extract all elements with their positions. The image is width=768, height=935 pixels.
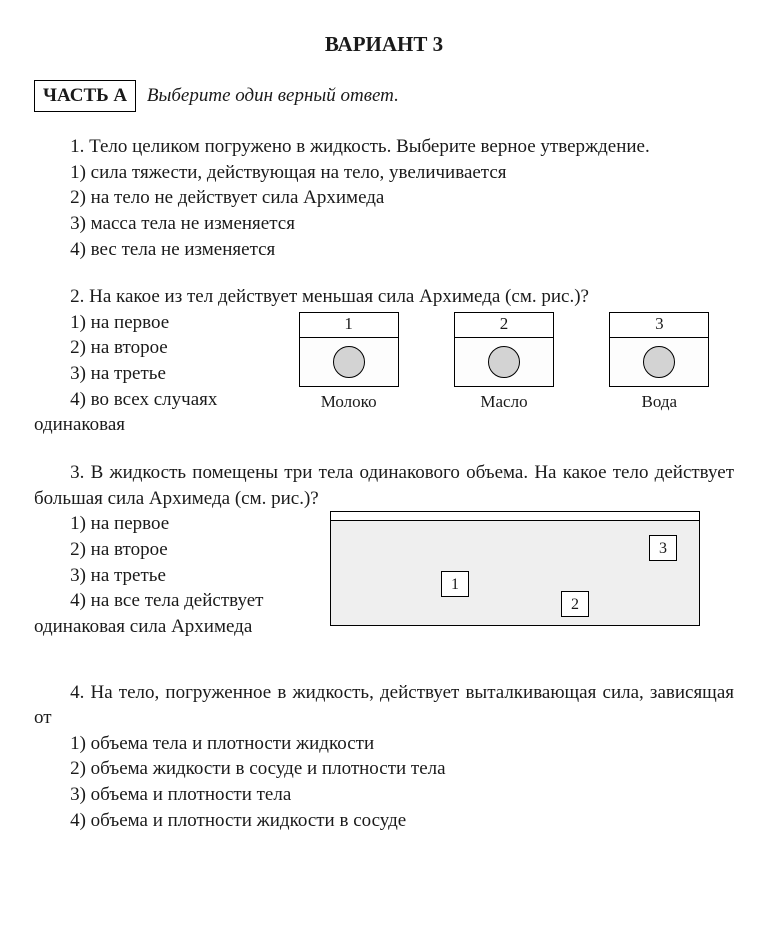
q2-vessel-2-label: Масло (454, 391, 554, 414)
part-header: ЧАСТЬ А Выберите один верный ответ. (34, 80, 734, 112)
q4-opt-4: 4) объема и плотности жидкости в сосуде (34, 808, 734, 834)
q3-opt-3: 3) на третье (34, 563, 324, 589)
part-label-box: ЧАСТЬ А (34, 80, 136, 112)
q2-opt-2: 2) на второе (34, 335, 274, 361)
q4-opt-3: 3) объема и плотности тела (34, 782, 734, 808)
q2-vessel-3-num: 3 (610, 313, 708, 338)
question-2: 2. На какое из тел действует меньшая сил… (34, 284, 734, 438)
part-instruction: Выберите один верный ответ. (147, 85, 399, 106)
q2-vessel-1-num: 1 (300, 313, 398, 338)
q3-cube-1: 1 (441, 571, 469, 597)
q1-text: 1. Тело целиком погружено в жидкость. Вы… (34, 134, 734, 160)
q3-opt-2: 2) на второе (34, 537, 324, 563)
ball-icon (643, 346, 675, 378)
q2-opt-4b: одинаковая (34, 412, 274, 438)
q1-opt-3: 3) масса тела не изменяется (34, 211, 734, 237)
q4-text: 4. На тело, погруженное в жидкость, дейс… (34, 680, 734, 731)
question-1: 1. Тело целиком погружено в жидкость. Вы… (34, 134, 734, 262)
question-3: 3. В жидкость помещены три тела одинаков… (34, 460, 734, 639)
q2-opt-4a: 4) во всех случаях (34, 387, 274, 413)
question-4: 4. На тело, погруженное в жидкость, дейс… (34, 680, 734, 834)
tank-surface (331, 512, 699, 521)
ball-icon (333, 346, 365, 378)
q2-opt-3: 3) на третье (34, 361, 274, 387)
q1-opt-2: 2) на тело не действует сила Архимеда (34, 185, 734, 211)
q3-cube-3: 3 (649, 535, 677, 561)
q2-vessel-3-label: Вода (609, 391, 709, 414)
q2-opt-1: 1) на первое (34, 310, 274, 336)
ball-icon (488, 346, 520, 378)
q1-opt-1: 1) сила тяжести, действующая на тело, ув… (34, 160, 734, 186)
q2-vessel-1: 1 Молоко (299, 312, 399, 414)
q1-opt-4: 4) вес тела не изменяется (34, 237, 734, 263)
q3-opt-1: 1) на первое (34, 511, 324, 537)
q2-figure: 1 Молоко 2 Масло 3 (274, 310, 734, 414)
q3-text: 3. В жидкость помещены три тела одинаков… (34, 460, 734, 511)
q2-vessel-2-num: 2 (455, 313, 553, 338)
variant-title: ВАРИАНТ 3 (34, 30, 734, 58)
q2-text: 2. На какое из тел действует меньшая сил… (34, 284, 734, 310)
q3-opt-4a: 4) на все тела действует (34, 588, 324, 614)
tank-body: 1 2 3 (331, 521, 699, 625)
q3-cube-2: 2 (561, 591, 589, 617)
q2-vessel-2: 2 Масло (454, 312, 554, 414)
q3-opt-4b: одинаковая сила Архимеда (34, 614, 324, 640)
q2-vessel-3: 3 Вода (609, 312, 709, 414)
q2-vessel-1-label: Молоко (299, 391, 399, 414)
q4-opt-2: 2) объема жидкости в сосуде и плотности … (34, 756, 734, 782)
q3-figure-tank: 1 2 3 (330, 511, 700, 626)
q4-opt-1: 1) объема тела и плотности жидкости (34, 731, 734, 757)
